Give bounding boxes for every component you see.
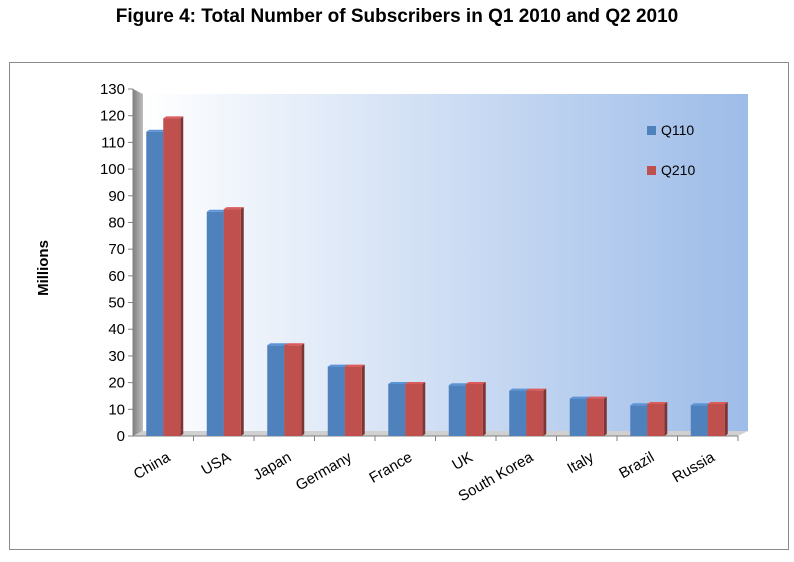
x-tick-label: USA [199, 449, 234, 479]
x-tick-label: Russia [670, 448, 719, 486]
chart-title: Figure 4: Total Number of Subscribers in… [115, 6, 679, 27]
y-tick-label: 50 [108, 295, 125, 312]
bar-q210-uk [465, 381, 486, 436]
legend-swatch [647, 126, 656, 135]
y-tick-label: 30 [108, 348, 125, 365]
y-tick-label: 10 [108, 401, 125, 418]
legend: Q110 Q210 [647, 122, 695, 178]
chart-frame [9, 62, 789, 550]
bar-q210-italy [586, 396, 607, 436]
x-tick-label: Japan [250, 449, 294, 484]
y-tick-label: 100 [100, 161, 125, 178]
x-tick-label: China [131, 448, 174, 483]
bar-q210-south-korea [526, 388, 547, 436]
legend-swatch [647, 166, 656, 175]
x-tick-label: Germany [293, 448, 355, 494]
bar-q210-germany [344, 364, 365, 436]
plot-area [133, 89, 748, 436]
bars [146, 116, 728, 436]
bar-q210-russia [707, 401, 728, 436]
bar-q210-france [405, 381, 426, 436]
x-tick-label: Italy [564, 448, 597, 477]
y-tick-label: 0 [117, 428, 125, 445]
y-tick-label: 80 [108, 214, 125, 231]
x-tick-label: France [366, 449, 415, 487]
y-tick-label: 120 [100, 108, 125, 125]
y-tick-label: 90 [108, 188, 125, 205]
y-axis-label: Millions [35, 240, 52, 296]
y-tick-label: 20 [108, 375, 125, 392]
y-tick-label: 130 [100, 81, 125, 98]
x-tick-label: Brazil [616, 449, 657, 482]
bar-q210-brazil [647, 401, 668, 436]
back-wall [143, 94, 748, 431]
y-tick-label: 110 [101, 134, 125, 151]
y-tick-label: 70 [108, 241, 125, 258]
legend-label: Q110 [661, 122, 694, 138]
bar-q210-china [163, 116, 184, 436]
legend-label: Q210 [661, 162, 695, 178]
bar-q210-japan [284, 343, 305, 436]
x-tick-label: UK [449, 449, 476, 474]
bar-q210-usa [223, 207, 244, 436]
y-tick-label: 40 [108, 321, 125, 338]
side-wall [133, 89, 143, 436]
y-tick-label: 60 [108, 268, 125, 285]
